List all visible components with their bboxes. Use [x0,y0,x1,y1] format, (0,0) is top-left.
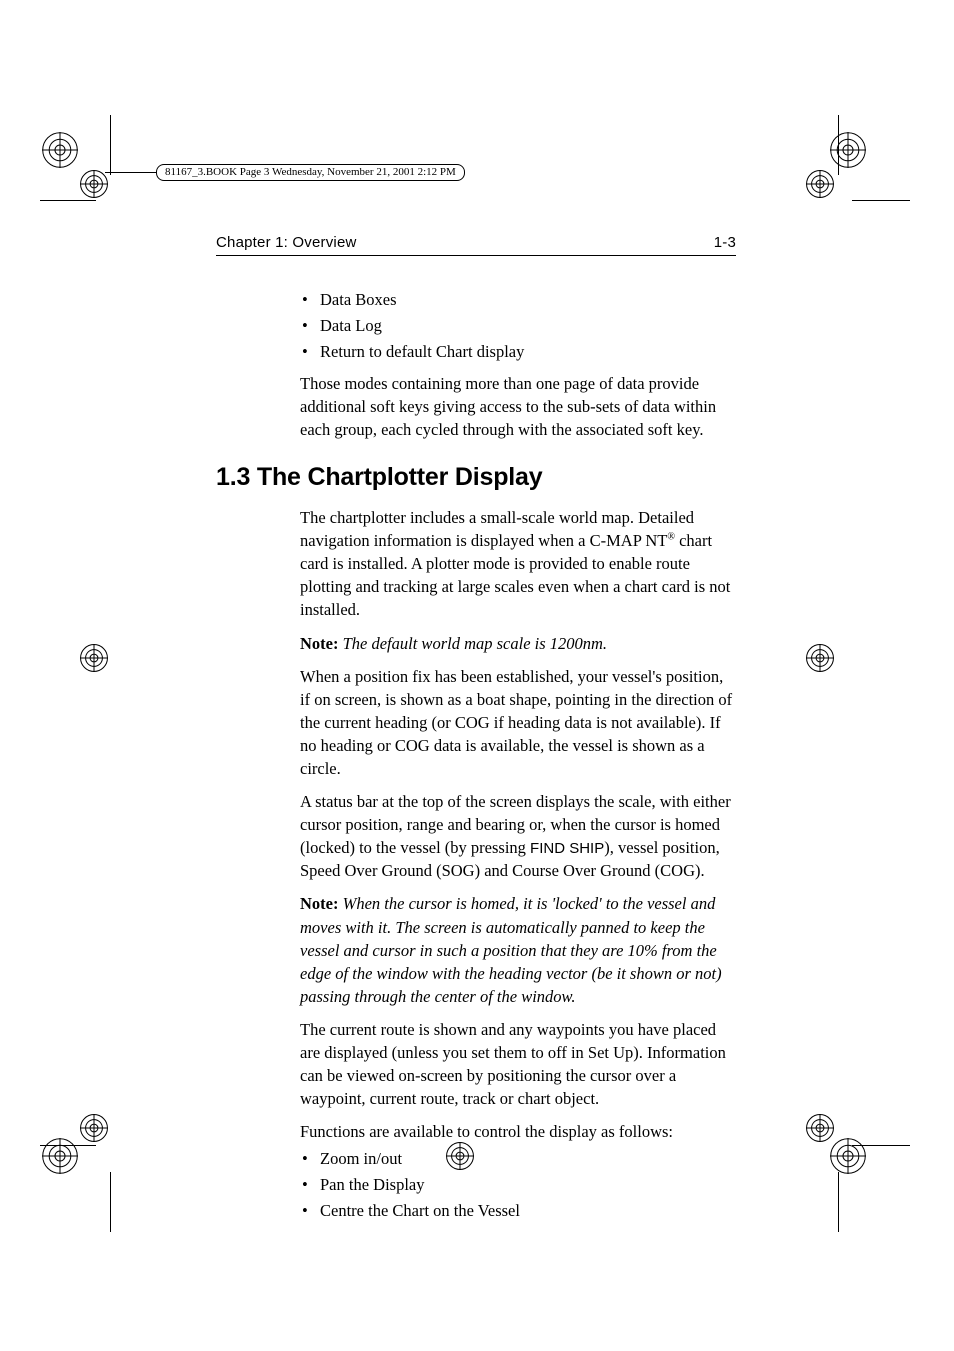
registration-mark-icon [830,1138,866,1174]
paragraph: The current route is shown and any waypo… [300,1018,736,1110]
registration-mark-icon [806,644,834,672]
paragraph: When a position fix has been established… [300,665,736,780]
chapter-title: Chapter 1: Overview [216,234,357,251]
registered-trademark-icon: ® [667,532,675,543]
note-paragraph: Note: The default world map scale is 120… [300,632,736,655]
note-label: Note: [300,894,343,913]
paragraph: Those modes containing more than one pag… [300,372,736,441]
note-body: The default world map scale is 1200nm. [343,634,607,653]
registration-mark-icon [806,170,834,198]
crop-line [40,200,96,201]
registration-mark-icon [806,1114,834,1142]
registration-mark-icon [42,132,78,168]
running-header: Chapter 1: Overview 1-3 [216,234,736,256]
paragraph: Functions are available to control the d… [300,1120,736,1143]
list-item: Centre the Chart on the Vessel [320,1199,736,1223]
top-bullet-list: Data Boxes Data Log Return to default Ch… [300,288,736,364]
text-run: The chartplotter includes a small-scale … [300,508,694,550]
registration-mark-icon [42,1138,78,1174]
page-number: 1-3 [714,234,736,251]
file-tag-connector [105,172,156,173]
body-block-main: The chartplotter includes a small-scale … [300,506,736,1223]
note-paragraph: Note: When the cursor is homed, it is 'l… [300,892,736,1007]
page-content: Chapter 1: Overview 1-3 Data Boxes Data … [216,234,736,1231]
list-item: Data Boxes [320,288,736,312]
crop-line [852,200,910,201]
crop-line [110,1172,111,1232]
list-item: Return to default Chart display [320,340,736,364]
note-body: When the cursor is homed, it is 'locked'… [300,894,722,1005]
key-name: FIND SHIP [530,840,604,857]
paragraph: The chartplotter includes a small-scale … [300,506,736,621]
bottom-bullet-list: Zoom in/out Pan the Display Centre the C… [300,1147,736,1223]
registration-mark-icon [80,170,108,198]
file-tag: 81167_3.BOOK Page 3 Wednesday, November … [156,164,465,181]
body-block-top: Data Boxes Data Log Return to default Ch… [300,288,736,441]
section-heading: 1.3 The Chartplotter Display [216,463,736,492]
crop-line [838,1172,839,1232]
registration-mark-icon [80,1114,108,1142]
paragraph: A status bar at the top of the screen di… [300,790,736,882]
list-item: Data Log [320,314,736,338]
list-item: Zoom in/out [320,1147,736,1171]
list-item: Pan the Display [320,1173,736,1197]
registration-mark-icon [830,132,866,168]
crop-line [110,115,111,175]
note-label: Note: [300,634,343,653]
registration-mark-icon [80,644,108,672]
